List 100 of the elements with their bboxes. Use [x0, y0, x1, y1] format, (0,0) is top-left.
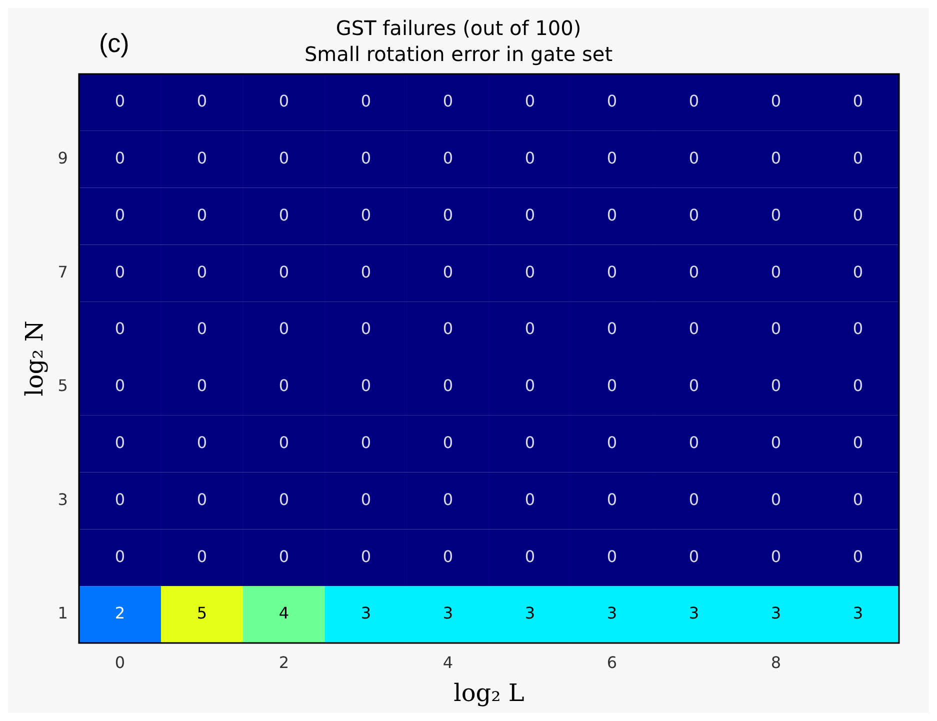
data-label: 0: [114, 205, 126, 224]
data-label: 0: [114, 490, 126, 509]
data-label: 2: [114, 604, 126, 623]
data-label: 0: [688, 319, 700, 338]
data-label: 0: [278, 319, 290, 338]
data-label: 0: [442, 148, 454, 168]
data-label: 3: [360, 604, 372, 623]
data-label: 0: [360, 490, 372, 509]
data-label: 0: [196, 262, 208, 282]
data-label: 0: [770, 205, 782, 224]
data-label: 0: [524, 262, 536, 282]
data-label: 0: [360, 546, 372, 566]
data-label: 0: [360, 205, 372, 224]
data-label: 0: [442, 319, 454, 338]
x-tick-label: 8: [770, 652, 782, 672]
data-label: 0: [114, 262, 126, 282]
data-label: 0: [852, 262, 864, 282]
y-tick-label: 9: [58, 148, 68, 168]
x-tick-label: 6: [606, 652, 618, 672]
data-label: 0: [442, 205, 454, 224]
data-label: 0: [852, 92, 864, 111]
data-label: 0: [688, 205, 700, 224]
data-label: 0: [360, 148, 372, 168]
data-label: 0: [606, 490, 618, 509]
data-label: 3: [442, 604, 454, 623]
data-label: 0: [688, 92, 700, 111]
data-label: 0: [606, 319, 618, 338]
data-label: 0: [852, 433, 864, 452]
data-label: 0: [442, 262, 454, 282]
data-label: 0: [442, 92, 454, 111]
data-label: 0: [524, 490, 536, 509]
data-label: 0: [114, 376, 126, 396]
data-label: 0: [606, 433, 618, 452]
data-label: 3: [524, 604, 536, 623]
data-label: 0: [196, 92, 208, 111]
x-tick-label: 2: [278, 652, 290, 672]
data-label: 0: [852, 205, 864, 224]
y-tick-label: 3: [58, 490, 68, 509]
data-label: 0: [442, 433, 454, 452]
data-label: 0: [770, 148, 782, 168]
data-label: 0: [278, 490, 290, 509]
data-label: 0: [360, 319, 372, 338]
data-label: 0: [278, 148, 290, 168]
x-tick-label: 4: [442, 652, 454, 672]
data-label: 0: [852, 376, 864, 396]
data-label: 0: [114, 546, 126, 566]
data-label: 0: [852, 546, 864, 566]
data-label: 3: [852, 604, 864, 623]
data-label: 0: [114, 92, 126, 111]
data-label: 0: [688, 433, 700, 452]
data-label: 0: [770, 319, 782, 338]
data-label: 0: [524, 546, 536, 566]
y-tick-label: 1: [58, 604, 68, 623]
data-label: 0: [524, 376, 536, 396]
data-label: 0: [606, 148, 618, 168]
data-label: 0: [688, 546, 700, 566]
data-label: 0: [278, 546, 290, 566]
data-label: 0: [360, 262, 372, 282]
data-label: 0: [606, 262, 618, 282]
data-label: 0: [524, 433, 536, 452]
data-label: 0: [114, 319, 126, 338]
data-label: 0: [770, 376, 782, 396]
data-label: 0: [852, 148, 864, 168]
data-label: 0: [688, 490, 700, 509]
data-label: 0: [524, 92, 536, 111]
data-label: 0: [278, 92, 290, 111]
data-label: 0: [196, 148, 208, 168]
data-label: 0: [770, 262, 782, 282]
data-label: 0: [196, 319, 208, 338]
data-label: 0: [688, 376, 700, 396]
data-label: 0: [688, 148, 700, 168]
data-label: 0: [606, 376, 618, 396]
data-label: 3: [688, 604, 700, 623]
data-label: 0: [524, 319, 536, 338]
text: (c): [98, 28, 130, 58]
data-label: 0: [852, 490, 864, 509]
data-label: 0: [770, 490, 782, 509]
data-label: 0: [442, 376, 454, 396]
data-label: 0: [524, 205, 536, 224]
data-label: 0: [278, 433, 290, 452]
data-label: 0: [278, 205, 290, 224]
data-label: 3: [770, 604, 782, 623]
data-label: 0: [606, 205, 618, 224]
data-label: 0: [196, 546, 208, 566]
data-label: 0: [770, 546, 782, 566]
data-label: 0: [196, 376, 208, 396]
data-label: 0: [360, 376, 372, 396]
data-label: 3: [606, 604, 618, 623]
chart-subtitle: Small rotation error in gate set: [304, 42, 613, 66]
data-label: 0: [688, 262, 700, 282]
data-label: 0: [770, 433, 782, 452]
y-axis-title: log₂ N: [20, 320, 49, 396]
data-label: 0: [278, 262, 290, 282]
chart-title: GST failures (out of 100): [336, 16, 582, 40]
data-label: 0: [606, 546, 618, 566]
data-label: 0: [770, 92, 782, 111]
y-tick-label: 5: [58, 376, 68, 396]
y-tick-label: 7: [58, 262, 68, 282]
data-label: 0: [442, 490, 454, 509]
data-label: 0: [524, 148, 536, 168]
